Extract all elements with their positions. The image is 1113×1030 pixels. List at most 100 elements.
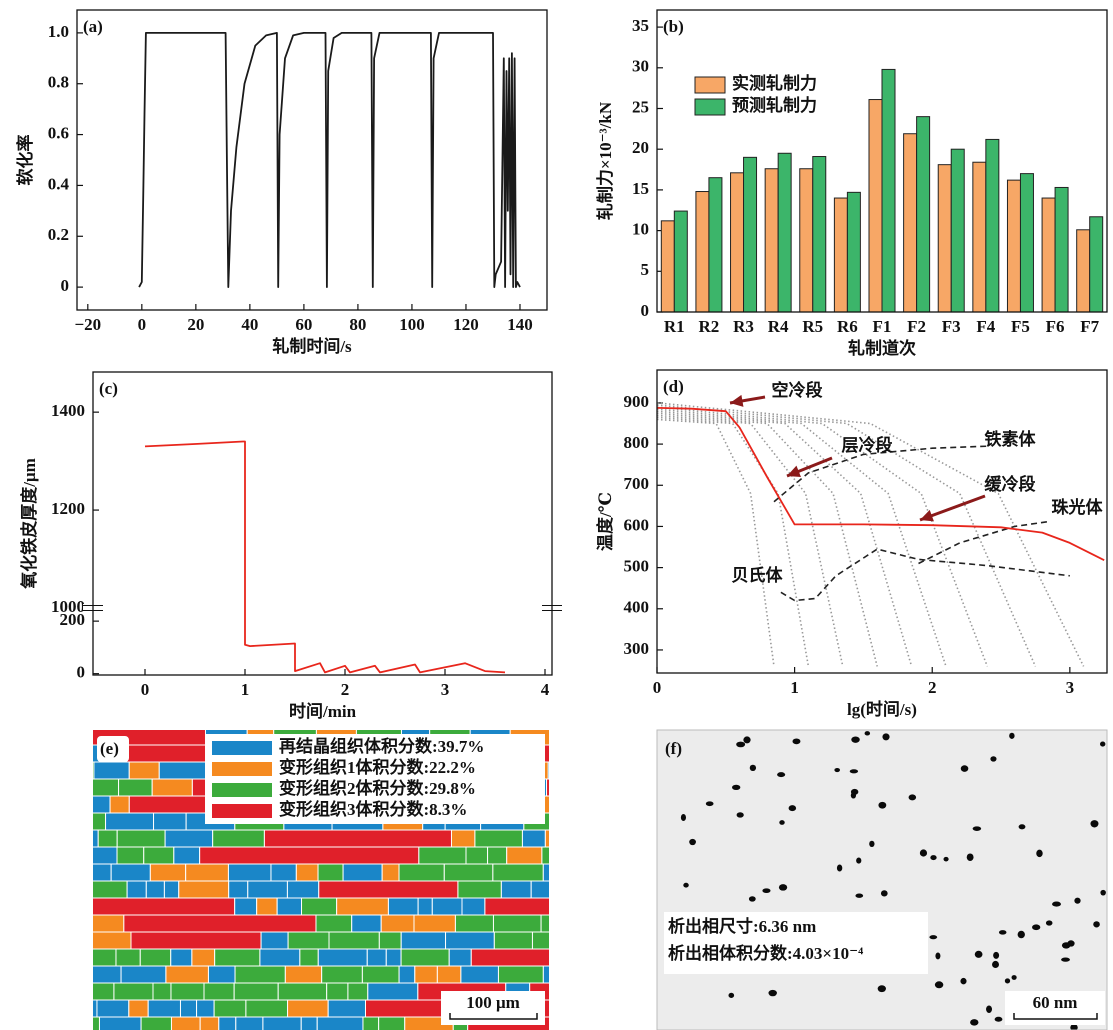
grain [541,915,593,932]
x-tick-label: R5 [802,317,823,336]
grain [260,949,300,966]
precipitate [995,1017,1003,1022]
x-axis-title: 轧制道次 [848,338,916,358]
grain [79,847,117,864]
bar [674,211,687,312]
data-line [657,409,946,666]
x-tick-label: R3 [733,317,754,336]
x-tick-label: 140 [507,315,533,334]
grain [77,915,123,932]
grain [248,881,288,898]
precipitate [856,858,861,864]
bar [917,117,930,312]
legend-label: 变形组织3体积分数:8.3% [279,799,467,819]
grain [117,847,144,864]
precipitate [851,792,856,798]
bar [904,134,917,312]
x-tick-label: 80 [349,315,366,334]
grain [507,847,542,864]
grain [317,1017,363,1030]
grain [197,1000,215,1017]
precipitate [920,849,927,856]
precipitate [779,820,784,825]
x-tick-label: 60 [295,315,312,334]
grain [79,881,127,898]
legend-swatch [212,741,272,755]
grain [379,1017,405,1030]
y-tick-label: 0 [61,276,70,295]
data-line [919,522,1050,564]
y-tick-label: 0.4 [48,174,70,193]
grain [522,830,545,847]
precipitate [878,985,886,992]
y-tick-label: 1.0 [48,22,69,41]
y-tick-label: 5 [641,260,650,279]
legend-label: 变形组织1体积分数:22.2% [279,757,476,777]
x-tick-label: 3 [441,680,450,699]
grain [246,1000,288,1017]
precipitate [882,733,889,740]
grain [159,762,208,779]
grain [348,983,368,1000]
bar [1020,174,1033,312]
bar [1090,217,1103,312]
y-axis-title: 轧制力×10⁻³/kN [595,101,615,220]
precipitate [869,841,874,847]
chart-panel: 05101520253035R1R2R3R4R5R6F1F2F3F4F5F6F7… [595,10,1107,358]
grain [117,830,165,847]
bar [938,165,951,312]
grain [388,898,418,915]
grain [401,932,445,949]
grain [124,915,316,932]
grain [444,864,493,881]
grain [451,830,474,847]
bar [709,178,722,312]
grain [150,864,185,881]
grain [288,1000,329,1017]
grain [80,830,98,847]
bar [731,173,744,312]
precipitate [935,981,943,988]
x-tick-label: 2 [928,678,937,697]
grain [337,898,389,915]
precipitate [975,951,983,958]
precipitate [777,772,785,777]
precipitate [1046,920,1053,925]
grain [164,881,178,898]
y-axis-title: 温度/℃ [595,492,615,551]
grain [271,864,296,881]
legend-swatch [695,77,725,93]
legend-label: 再结晶组织体积分数:39.7% [279,736,484,756]
precipitate [1019,824,1026,829]
x-tick-label: F7 [1080,317,1099,336]
grain [485,898,674,915]
grain [121,966,166,983]
x-axis-title: lg(时间/s) [847,699,917,719]
grain [186,864,229,881]
grain [106,813,154,830]
grain [215,949,260,966]
grain [204,983,234,1000]
legend-swatch [212,762,272,776]
grain [179,881,229,898]
bar [847,192,860,312]
bar [1042,198,1055,312]
x-tick-label: F3 [942,317,961,336]
plot-frame [657,370,1107,673]
arrow-head [730,395,743,407]
grain [228,864,271,881]
y-tick-label: 700 [624,474,650,493]
grain [543,966,591,983]
precipitate [967,853,974,861]
y-tick-label: 1200 [51,499,85,518]
grain [131,932,261,949]
grain [148,1000,180,1017]
precipitate [1005,978,1010,983]
grain [432,898,462,915]
y-tick-label: 0.2 [48,225,69,244]
grain [461,966,499,983]
bar [834,198,847,312]
y-tick-label: 0.6 [48,123,69,142]
grain [288,932,329,949]
y-tick-label: 0 [641,301,650,320]
